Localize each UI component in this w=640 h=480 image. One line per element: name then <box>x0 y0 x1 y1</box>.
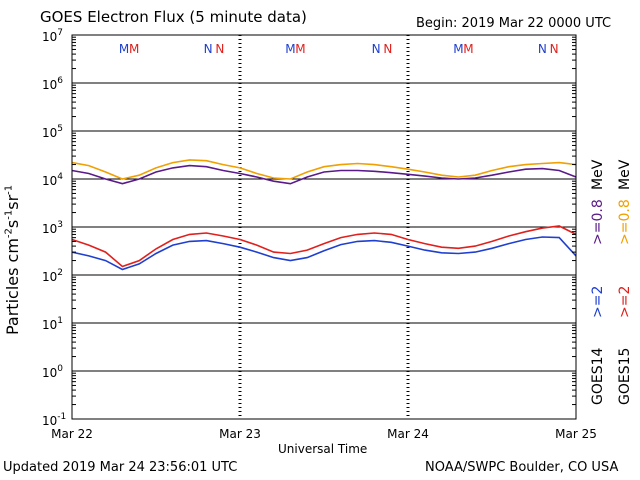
y-tick-label: 102 <box>42 268 63 284</box>
legend-mev-1: MeV <box>590 159 606 190</box>
y-tick-label: 107 <box>42 28 63 44</box>
series-line-goes14-gt2 <box>71 236 577 271</box>
marker-m-goes14: M <box>285 42 295 56</box>
series-layer <box>71 159 577 271</box>
y-tick-label: 105 <box>42 124 63 140</box>
marker-n-goes14: N <box>204 42 213 56</box>
series-line-goes14-gt08 <box>71 164 577 185</box>
credit-text: NOAA/SWPC Boulder, CO USA <box>425 460 619 475</box>
marker-n-goes14: N <box>372 42 381 56</box>
chart-title: GOES Electron Flux (5 minute data) <box>40 8 307 26</box>
begin-time: Begin: 2019 Mar 22 0000 UTC <box>416 16 612 31</box>
marker-n-goes15: N <box>215 42 224 56</box>
y-tick-label: 10-1 <box>42 412 66 428</box>
plot-frame <box>71 34 577 420</box>
marker-m-goes14: M <box>119 42 129 56</box>
series-line-goes15-gt08 <box>71 159 577 180</box>
x-axis-label: Universal Time <box>278 442 368 456</box>
y-tick-label: 103 <box>42 220 63 236</box>
side-layer: GOES14 GOES15 >=2 >=2 >=0.8 >=0.8 MeV MeV <box>590 159 633 405</box>
legend-goes14: GOES14 <box>590 347 606 405</box>
x-tick-label: Mar 24 <box>387 427 429 441</box>
marker-m-goes15: M <box>463 42 473 56</box>
marker-n-goes14: N <box>538 42 547 56</box>
legend-goes14-gt2: >=2 <box>590 286 606 318</box>
legend-goes14-gt08: >=0.8 <box>590 199 606 245</box>
marker-n-goes15: N <box>550 42 559 56</box>
x-tick-label: Mar 22 <box>51 427 93 441</box>
y-tick-label: 106 <box>42 76 63 92</box>
legend-goes15-gt2: >=2 <box>617 286 633 318</box>
grid-layer <box>72 35 576 419</box>
marker-m-goes15: M <box>129 42 139 56</box>
series-line-goes15-gt2 <box>71 225 577 268</box>
y-tick-label: 104 <box>42 172 63 188</box>
legend-goes15: GOES15 <box>617 348 633 405</box>
marker-n-goes15: N <box>383 42 392 56</box>
marker-m-goes15: M <box>295 42 305 56</box>
legend-mev-2: MeV <box>617 159 633 190</box>
y-tick-label: 100 <box>42 364 63 380</box>
x-tick-label: Mar 25 <box>555 427 597 441</box>
frame-layer <box>71 34 577 420</box>
marker-m-goes14: M <box>453 42 463 56</box>
updated-timestamp: Updated 2019 Mar 24 23:56:01 UTC <box>3 460 238 475</box>
legend-goes15-gt08: >=0.8 <box>617 199 633 245</box>
x-tick-label: Mar 23 <box>219 427 261 441</box>
y-tick-label: 101 <box>42 316 63 332</box>
